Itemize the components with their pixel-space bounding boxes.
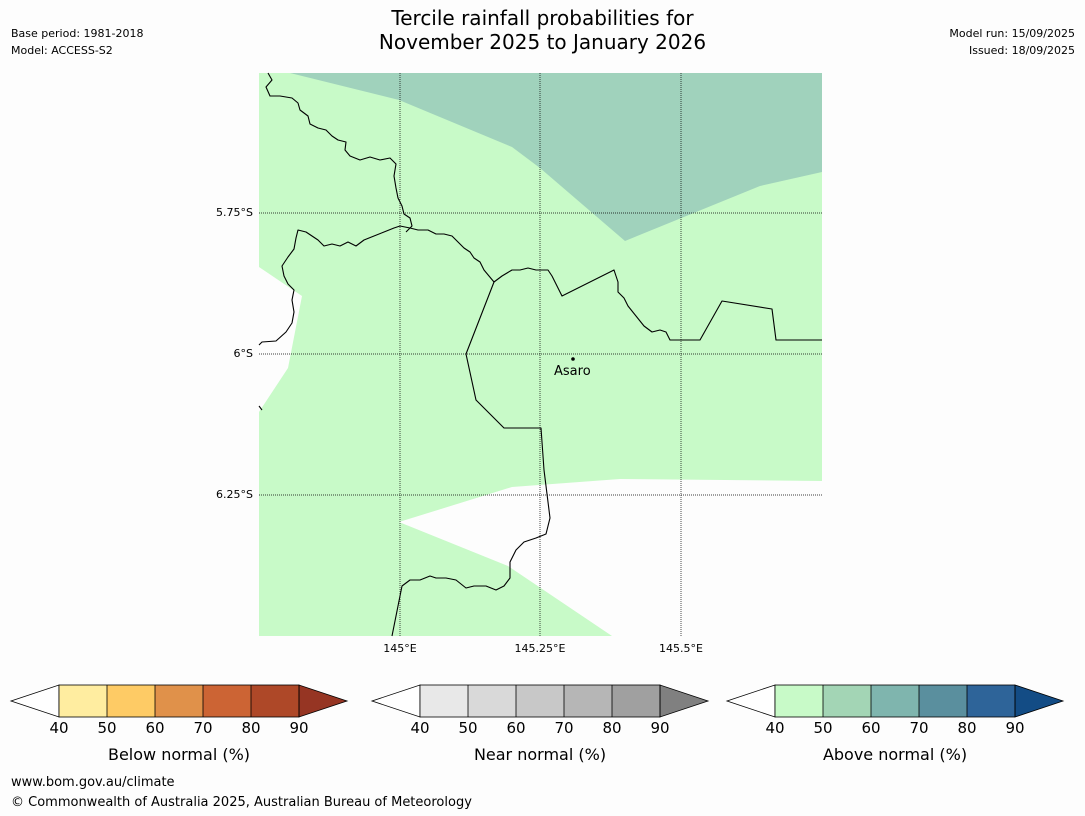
above-normal-50-60-region bbox=[290, 73, 822, 241]
near-tick-50: 50 bbox=[458, 719, 478, 737]
above-tick-40: 40 bbox=[765, 719, 785, 737]
footer: www.bom.gov.au/climate © Commonwealth of… bbox=[11, 773, 472, 813]
colorbar-near-bin-40-50 bbox=[420, 685, 468, 717]
lon-label-145-5: 145.5°E bbox=[659, 642, 703, 655]
map-title: Tercile rainfall probabilities for Novem… bbox=[0, 6, 1085, 54]
base-period-text: Base period: 1981-2018 bbox=[11, 27, 144, 40]
colorbar-above-low-arrow bbox=[725, 684, 776, 718]
colorbar-below-bin-50-60 bbox=[107, 685, 155, 717]
below-tick-40: 40 bbox=[49, 719, 69, 737]
model-run-text: Model run: 15/09/2025 bbox=[949, 27, 1075, 40]
lat-label-6-25: 6.25°S bbox=[216, 488, 253, 501]
lat-label-5-75: 5.75°S bbox=[216, 206, 253, 219]
border-south bbox=[391, 281, 551, 637]
colorbar-above-bin-40-50 bbox=[775, 685, 823, 717]
colorbar-above-normal bbox=[725, 684, 1065, 718]
title-line-2: November 2025 to January 2026 bbox=[378, 30, 707, 54]
below-normal-title: Below normal (%) bbox=[107, 745, 251, 764]
above-tick-90: 90 bbox=[1005, 719, 1025, 737]
colorbar-above-bin-70-80 bbox=[919, 685, 967, 717]
lat-label-6: 6°S bbox=[233, 347, 253, 360]
asaro-label: Asaro bbox=[554, 364, 591, 379]
header-right: Model run: 15/09/2025 Issued: 18/09/2025 bbox=[949, 25, 1075, 59]
colorbar-above-bin-50-60 bbox=[823, 685, 871, 717]
border-north bbox=[265, 72, 413, 233]
above-tick-70: 70 bbox=[909, 719, 929, 737]
colorbar-near-bin-50-60 bbox=[468, 685, 516, 717]
below-tick-60: 60 bbox=[145, 719, 165, 737]
colorbar-below-high-arrow bbox=[298, 684, 349, 718]
colorbar-below-outline bbox=[58, 684, 300, 718]
title-line-1: Tercile rainfall probabilities for bbox=[391, 6, 694, 30]
footer-copyright: © Commonwealth of Australia 2025, Austra… bbox=[11, 795, 472, 810]
colorbar-near-bin-80-90 bbox=[612, 685, 660, 717]
above-tick-50: 50 bbox=[813, 719, 833, 737]
colorbar-above-bin-80-90 bbox=[967, 685, 1015, 717]
below-tick-50: 50 bbox=[97, 719, 117, 737]
above-normal-title: Above normal (%) bbox=[822, 745, 968, 764]
above-tick-60: 60 bbox=[861, 719, 881, 737]
colorbar-below-bin-70-80 bbox=[203, 685, 251, 717]
colorbar-below-low-arrow bbox=[9, 684, 60, 718]
asaro-marker bbox=[571, 357, 575, 361]
lon-label-145-25: 145.25°E bbox=[514, 642, 566, 655]
colorbar-near-high-arrow bbox=[659, 684, 710, 718]
colorbar-above-outline bbox=[774, 684, 1016, 718]
below-tick-70: 70 bbox=[193, 719, 213, 737]
colorbar-below-bin-60-70 bbox=[155, 685, 203, 717]
header-left: Base period: 1981-2018 Model: ACCESS-S2 bbox=[11, 25, 143, 59]
colorbar-near-bin-60-70 bbox=[516, 685, 564, 717]
near-tick-90: 90 bbox=[650, 719, 670, 737]
above-tick-80: 80 bbox=[957, 719, 977, 737]
near-normal-title: Near normal (%) bbox=[473, 745, 607, 764]
province-borders bbox=[258, 72, 822, 637]
colorbar-near-outline bbox=[419, 684, 661, 718]
colorbar-above-bin-60-70 bbox=[871, 685, 919, 717]
border-central bbox=[258, 225, 822, 346]
footer-url: www.bom.gov.au/climate bbox=[11, 775, 175, 790]
border-west-stub bbox=[258, 405, 263, 411]
model-text: Model: ACCESS-S2 bbox=[11, 44, 113, 57]
colorbar-above-high-arrow bbox=[1014, 684, 1065, 718]
near-tick-40: 40 bbox=[410, 719, 430, 737]
colorbar-near-bin-70-80 bbox=[564, 685, 612, 717]
colorbar-below-bin-80-90 bbox=[251, 685, 299, 717]
near-tick-70: 70 bbox=[554, 719, 574, 737]
map-frame bbox=[258, 72, 822, 637]
below-tick-90: 90 bbox=[289, 719, 309, 737]
issued-text: Issued: 18/09/2025 bbox=[968, 44, 1075, 57]
below-tick-80: 80 bbox=[241, 719, 261, 737]
near-tick-80: 80 bbox=[602, 719, 622, 737]
colorbar-near-normal bbox=[370, 684, 710, 718]
lon-label-145: 145°E bbox=[383, 642, 417, 655]
colorbar-near-low-arrow bbox=[370, 684, 421, 718]
near-tick-60: 60 bbox=[506, 719, 526, 737]
colorbar-below-normal bbox=[9, 684, 349, 718]
colorbar-below-bin-40-50 bbox=[59, 685, 107, 717]
